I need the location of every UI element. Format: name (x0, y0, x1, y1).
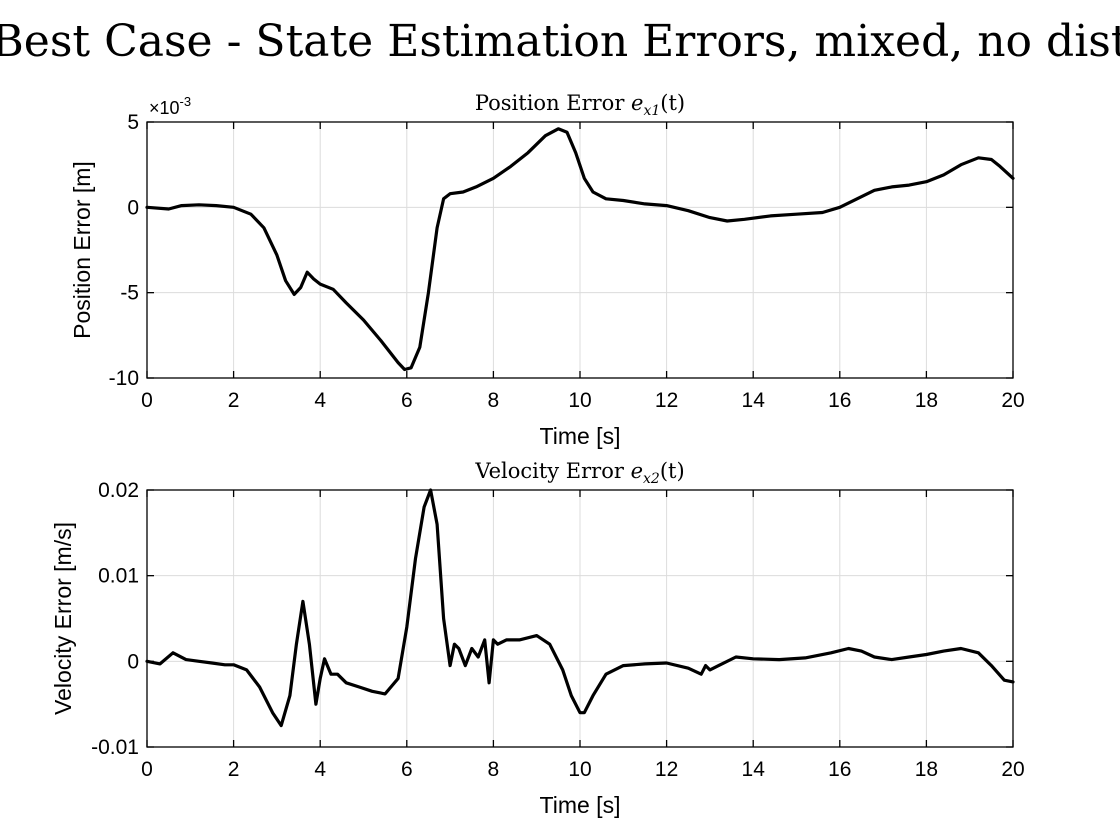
position-y-exponent: ×10-3 (149, 94, 191, 118)
x-tick-label: 6 (401, 389, 413, 412)
series-line (145, 488, 1015, 728)
velocity-plot-title: Velocity Error ex2(t) (474, 459, 684, 487)
x-tick-label: 14 (742, 389, 766, 412)
velocity-grid (146, 489, 1014, 748)
y-tick-label: 0.01 (98, 565, 139, 588)
position-series (145, 127, 1015, 372)
x-tick-label: 18 (915, 758, 938, 781)
velocity-series (145, 488, 1015, 728)
x-tick-label: 2 (228, 758, 240, 781)
y-tick-label: 5 (127, 111, 139, 134)
x-tick-label: 16 (828, 758, 851, 781)
position-y-label: Position Error [m] (69, 161, 95, 339)
position-ticks: 0 2 4 6 8 10 12 14 16 18 20 -10 -5 0 5 (109, 111, 1025, 412)
x-tick-label: 8 (488, 389, 500, 412)
y-tick-label: -5 (120, 282, 139, 305)
x-tick-label: 8 (488, 758, 500, 781)
y-tick-label: 0 (127, 650, 139, 673)
figure-title: Best Case - State Estimation Errors, mix… (0, 16, 1120, 67)
x-tick-label: 0 (141, 389, 153, 412)
x-tick-label: 16 (828, 389, 851, 412)
x-tick-label: 10 (568, 389, 591, 412)
y-tick-label: 0 (127, 196, 139, 219)
x-tick-label: 10 (568, 758, 591, 781)
position-plot-title: Position Error ex1(t) (475, 91, 685, 119)
x-tick-label: 12 (655, 389, 678, 412)
x-tick-label: 12 (655, 758, 678, 781)
x-tick-label: 0 (141, 758, 153, 781)
position-grid (146, 121, 1014, 379)
x-tick-label: 2 (228, 389, 240, 412)
x-tick-label: 20 (1001, 389, 1024, 412)
x-tick-label: 4 (314, 389, 326, 412)
y-tick-label: -0.01 (91, 736, 139, 759)
position-x-label: Time [s] (540, 423, 621, 449)
series-line (145, 127, 1015, 372)
x-tick-label: 20 (1001, 758, 1024, 781)
velocity-y-label: Velocity Error [m/s] (50, 522, 76, 715)
velocity-x-label: Time [s] (540, 792, 621, 818)
position-error-plot: 0 2 4 6 8 10 12 14 16 18 20 -10 -5 0 5 Position Error … (69, 91, 1025, 449)
y-tick-label: 0.02 (98, 479, 139, 502)
y-tick-label: -10 (109, 367, 139, 390)
x-tick-label: 6 (401, 758, 413, 781)
x-tick-label: 4 (314, 758, 326, 781)
x-tick-label: 14 (742, 758, 766, 781)
x-tick-label: 18 (915, 389, 938, 412)
